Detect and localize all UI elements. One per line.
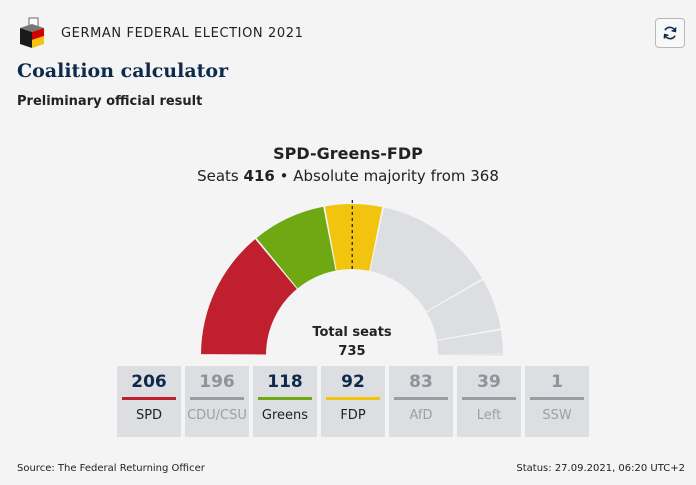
coalition-seats-label: Seats (197, 167, 239, 185)
party-seats: 92 (341, 372, 365, 392)
source-note: Source: The Federal Returning Officer (17, 463, 205, 474)
election-title: GERMAN FEDERAL ELECTION 2021 (61, 25, 304, 41)
party-name: SSW (542, 408, 572, 423)
party-seats: 83 (409, 372, 433, 392)
seat-segment (426, 280, 501, 340)
coalition-majority-text: • Absolute majority from 368 (279, 167, 499, 185)
party-name: Greens (261, 408, 309, 423)
coalition-name: SPD-Greens-FDP (273, 144, 423, 163)
party-card[interactable]: 206 SPD (117, 366, 181, 437)
party-color-bar (190, 397, 244, 400)
refresh-button[interactable] (655, 18, 685, 48)
seat-segment (256, 206, 336, 289)
party-name: Left (476, 408, 502, 423)
party-card[interactable]: 196 CDU/CSU (185, 366, 249, 437)
party-card[interactable]: 83 AfD (389, 366, 453, 437)
status-note: Status: 27.09.2021, 06:20 UTC+2 (516, 463, 685, 474)
seat-segment (201, 239, 297, 355)
total-seats-value: 735 (338, 344, 365, 359)
party-card[interactable]: 39 Left (457, 366, 521, 437)
seat-segment (370, 207, 483, 312)
seat-segment (436, 330, 503, 355)
party-color-bar (462, 397, 516, 400)
seat-segment (324, 204, 383, 271)
coalition-seats: 416 (243, 167, 275, 185)
party-color-bar (258, 397, 312, 400)
party-seats: 196 (199, 372, 235, 392)
ballot-box-icon (20, 17, 44, 48)
party-color-bar (530, 397, 584, 400)
party-card[interactable]: 92 FDP (321, 366, 385, 437)
party-color-bar (326, 397, 380, 400)
party-seats: 1 (551, 372, 563, 392)
party-seats: 118 (267, 372, 303, 392)
page-subtitle: Preliminary official result (17, 94, 203, 109)
party-name: AfD (409, 408, 433, 423)
total-seats-label: Total seats (312, 325, 392, 340)
page-title: Coalition calculator (17, 60, 229, 82)
party-color-bar (122, 397, 176, 400)
party-list: 206 SPD 196 CDU/CSU 118 Greens 92 FDP 83 AfD 39 Lef… (117, 366, 593, 437)
party-card[interactable]: 118 Greens (253, 366, 317, 437)
party-card[interactable]: 1 SSW (525, 366, 589, 437)
party-name: SPD (135, 408, 163, 423)
party-name: FDP (340, 408, 366, 423)
party-seats: 39 (477, 372, 501, 392)
refresh-icon (663, 26, 677, 40)
coalition-info: Seats 416 • Absolute majority from 368 (0, 167, 696, 185)
header: GERMAN FEDERAL ELECTION 2021 (17, 16, 303, 50)
party-color-bar (394, 397, 448, 400)
party-name: CDU/CSU (187, 408, 247, 423)
seat-segment (437, 354, 503, 356)
party-seats: 206 (131, 372, 167, 392)
